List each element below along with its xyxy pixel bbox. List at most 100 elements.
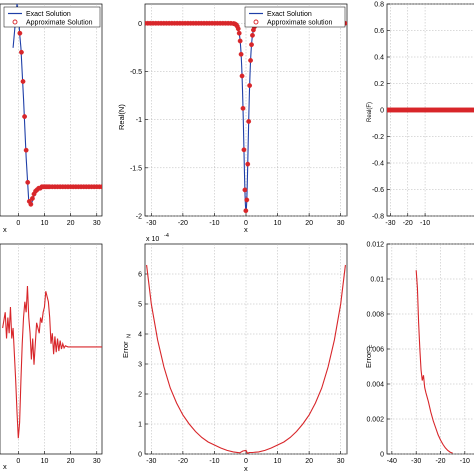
data-point [242,187,248,193]
x-tick-label: -40 [387,458,397,465]
y-axis-label-6-main: Error [364,351,373,368]
panel-5: -30 -20 -10 0 10 20 30 0 1 2 3 4 5 6 x Error N x 10 -… [121,233,348,473]
data-point [243,208,249,214]
series-line [146,264,346,454]
data-point [238,51,244,57]
x-tick-label: 20 [305,220,313,227]
data-point [236,30,242,36]
x-tick-label: -30 [146,220,156,227]
data-point [99,184,102,190]
panel-1: 0 10 20 30 Exact Solution Approximate Solutio… [0,3,103,234]
legend-entry: Approximate Solution [26,20,93,27]
y-axis-label-6: Error F [364,344,376,368]
x-axis-label-2: x [244,225,248,234]
data-point [249,42,254,48]
x-tick-label: 20 [67,458,75,465]
legend-box [3,6,101,28]
y-axis-label-3: Real(F) [367,102,373,122]
y-tick-label: 2 [138,392,142,399]
plot-frame-4 [0,243,103,455]
data-point [23,147,29,153]
legend-marker-swatch [12,19,18,25]
x-tick-label: -10 [460,458,470,465]
y-tick-label: 0 [380,108,384,115]
x-tick-label: -30 [411,458,421,465]
x-tick-label: 30 [93,220,101,227]
x-tick-label: 10 [41,458,49,465]
x-tick-label: -20 [178,458,188,465]
panel-4: 0 10 20 30 x [0,243,103,471]
x-tick-label: -10 [420,220,430,227]
y-tick-label: 4 [138,332,142,339]
x-tick-label: -10 [209,458,219,465]
y-tick-label: 0 [138,452,142,459]
y-tick-label: 0.4 [374,55,384,62]
data-point [20,79,26,84]
data-point [241,147,247,153]
x-axis-label-1: x [3,225,7,234]
y-tick-label: 1 [138,422,142,429]
x-tick-label: 10 [41,220,49,227]
y-tick-label: 6 [138,272,142,279]
y-tick-label: 3 [138,362,142,369]
data-point [240,105,246,111]
y-tick-label: 0 [380,452,384,459]
y-tick-label: -0.5 [130,69,142,76]
y-tick-label: 5 [138,302,142,309]
legend-entry: Exact Solution [267,11,312,18]
y-axis-label-6-sub: F [370,344,376,348]
data-point [244,197,250,203]
legend-marker-swatch [253,19,259,25]
x-axis-label-4: x [3,462,7,471]
data-point [30,196,35,201]
x-axis-label-5: x [244,464,248,473]
data-point [245,161,251,167]
data-point [235,26,241,32]
x-tick-label: 20 [305,458,313,465]
x-tick-label: -20 [403,220,413,227]
x-tick-label: 20 [67,220,75,227]
y-tick-label: 0.2 [374,81,384,88]
panel-3: -30 -20 -10 0.8 0.6 0.4 0.2 0 -0.2 -0.4 -0.6 -0.8 R… [367,2,474,227]
y-tick-label: -0.6 [372,187,384,194]
y-tick-label: 0.8 [374,2,384,9]
y-tick-label: 0.6 [374,28,384,35]
x-tick-label: -10 [209,220,219,227]
data-point [239,73,245,79]
y-tick-label: -1 [136,117,142,124]
data-point [246,119,252,124]
data-point [22,114,27,119]
x-tick-label: -20 [435,458,445,465]
x-tick-label: 30 [337,458,345,465]
y-tick-label: -0.4 [372,161,384,168]
data-point [25,179,31,185]
x-tick-label: -20 [178,220,188,227]
y-tick-label: -1.5 [130,165,142,172]
data-point [19,49,24,55]
exponent-power-5: -4 [164,233,169,239]
y-tick-label: -2 [136,214,142,221]
data-point [248,58,253,63]
x-tick-label: -30 [146,458,156,465]
y-tick-label: 0 [138,21,142,28]
data-point [250,32,255,38]
x-tick-label: 10 [274,458,282,465]
data-point [28,201,34,207]
series-line [2,285,102,439]
y-tick-label: 0.01 [370,277,384,284]
y-tick-label: 0.008 [366,312,384,319]
x-tick-label: 0 [244,458,248,465]
x-tick-label: -30 [385,220,395,227]
exponent-label-5: x 10 [146,236,159,243]
legend-entry: Exact Solution [26,11,71,18]
y-axis-label-5-main: Error [121,341,130,358]
y-axis-label-5-sub: N [127,334,133,338]
plot-frame-1 [0,3,103,217]
y-tick-label: 0.012 [366,242,384,249]
y-tick-label: 0.004 [366,382,384,389]
panel-6: -40 -30 -20 -10 0 0.002 0.004 0.006 0.008 0.01 0.0… [364,242,474,465]
y-tick-label: -0.8 [372,214,384,221]
x-tick-label: 30 [337,220,345,227]
data-point [247,83,253,88]
